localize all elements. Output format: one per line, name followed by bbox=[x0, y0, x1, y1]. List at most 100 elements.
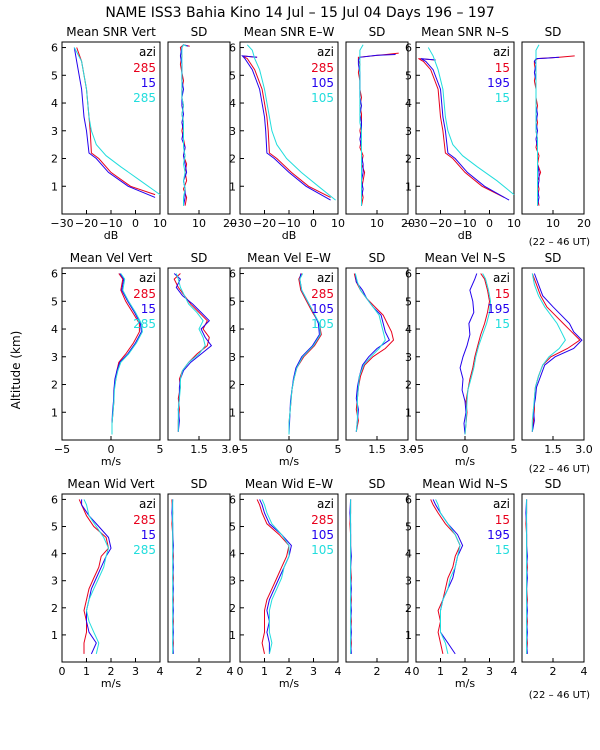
series-line-blue bbox=[241, 55, 331, 201]
legend-entry: 105 bbox=[311, 302, 334, 316]
y-tick-label: 2 bbox=[405, 602, 412, 615]
plot-frame bbox=[521, 493, 585, 663]
plot-frame bbox=[521, 41, 585, 215]
legend-header: azi bbox=[317, 271, 334, 285]
panel-title: SD bbox=[545, 477, 562, 491]
x-tick-label: −30 bbox=[228, 217, 251, 230]
x-tick-label: 1 bbox=[261, 665, 268, 678]
legend-entry: 105 bbox=[311, 91, 334, 105]
x-tick-label: 10 bbox=[153, 217, 167, 230]
x-tick-label: 10 bbox=[331, 217, 345, 230]
time-range-note-row1: (22 – 46 UT) bbox=[529, 237, 590, 248]
x-tick-label: 1.5 bbox=[190, 443, 208, 456]
series-line-red bbox=[430, 499, 461, 655]
y-tick-label: 2 bbox=[405, 153, 412, 166]
x-tick-label: 3.0 bbox=[575, 443, 593, 456]
x-axis-label: dB bbox=[458, 229, 473, 242]
series-line-blue bbox=[81, 499, 112, 655]
y-tick-label: 4 bbox=[405, 323, 412, 336]
y-tick-label: 3 bbox=[229, 351, 236, 364]
series-line-cyan bbox=[288, 273, 321, 435]
chart-panel-4: Mean SNR N–S 1 2 3 4 5 6 −30 −20 −10 0 10 dB azi 15195… bbox=[404, 25, 521, 242]
legend-entry: 15 bbox=[495, 543, 510, 557]
y-tick-label: 6 bbox=[229, 493, 236, 506]
series-line-blue bbox=[420, 58, 510, 201]
y-tick-label: 5 bbox=[51, 295, 58, 308]
y-tick-label: 5 bbox=[229, 295, 236, 308]
y-tick-label: 1 bbox=[51, 180, 58, 193]
chart-panel-3: SD 10 20 bbox=[345, 25, 415, 230]
x-axis-label: m/s bbox=[101, 677, 121, 690]
x-tick-label: 0 bbox=[462, 443, 469, 456]
x-tick-label: −10 bbox=[453, 217, 476, 230]
plot-frame bbox=[345, 41, 409, 215]
series-line-blue bbox=[357, 54, 396, 206]
x-tick-label: 1 bbox=[83, 665, 90, 678]
x-axis-label: m/s bbox=[279, 455, 299, 468]
y-tick-label: 5 bbox=[405, 295, 412, 308]
panel-title: Mean Vel N–S bbox=[425, 251, 506, 265]
y-tick-label: 5 bbox=[229, 69, 236, 82]
x-tick-label: −5 bbox=[232, 443, 248, 456]
x-tick-label: 2 bbox=[108, 665, 115, 678]
y-tick-label: 2 bbox=[229, 153, 236, 166]
legend-header: azi bbox=[139, 45, 156, 59]
x-tick-label: −30 bbox=[50, 217, 73, 230]
panel-title: SD bbox=[369, 25, 386, 39]
x-tick-label: 2 bbox=[462, 665, 469, 678]
series-line-red bbox=[533, 55, 575, 206]
legend-entry: 15 bbox=[141, 528, 156, 542]
x-tick-label: 1.5 bbox=[544, 443, 562, 456]
y-tick-label: 4 bbox=[229, 97, 236, 110]
legend-header: azi bbox=[317, 497, 334, 511]
x-axis-label: dB bbox=[104, 229, 119, 242]
x-tick-label: 0 bbox=[486, 217, 493, 230]
series-line-cyan bbox=[354, 273, 386, 432]
plot-frame bbox=[345, 493, 409, 663]
legend-entry: 195 bbox=[487, 76, 510, 90]
x-tick-label: 5 bbox=[511, 443, 518, 456]
y-tick-label: 4 bbox=[51, 323, 58, 336]
x-tick-label: 1 bbox=[437, 665, 444, 678]
legend-header: azi bbox=[493, 497, 510, 511]
y-tick-label: 2 bbox=[51, 153, 58, 166]
legend-entry: 15 bbox=[141, 76, 156, 90]
x-tick-label: 3 bbox=[486, 665, 493, 678]
x-tick-label: 10 bbox=[507, 217, 521, 230]
panel-title: SD bbox=[191, 25, 208, 39]
y-tick-label: 1 bbox=[229, 406, 236, 419]
legend-entry: 15 bbox=[495, 61, 510, 75]
legend-entry: 105 bbox=[311, 543, 334, 557]
y-tick-label: 6 bbox=[51, 493, 58, 506]
y-tick-label: 4 bbox=[51, 548, 58, 561]
legend-entry: 15 bbox=[495, 513, 510, 527]
x-tick-label: 0 bbox=[310, 217, 317, 230]
legend-entry: 285 bbox=[133, 91, 156, 105]
series-line-blue bbox=[459, 273, 478, 435]
y-tick-label: 5 bbox=[51, 69, 58, 82]
y-tick-label: 5 bbox=[405, 69, 412, 82]
x-tick-label: 2 bbox=[550, 665, 557, 678]
chart-panel-1: SD 10 20 bbox=[167, 25, 237, 230]
y-tick-label: 2 bbox=[405, 379, 412, 392]
legend-entry: 15 bbox=[495, 317, 510, 331]
time-range-note-row3: (22 – 46 UT) bbox=[529, 690, 590, 701]
series-line-cyan bbox=[535, 44, 540, 206]
legend-entry: 285 bbox=[133, 543, 156, 557]
y-tick-label: 3 bbox=[229, 125, 236, 138]
x-tick-label: −10 bbox=[277, 217, 300, 230]
x-tick-label: 0 bbox=[237, 665, 244, 678]
legend-entry: 285 bbox=[311, 513, 334, 527]
x-tick-label: 10 bbox=[192, 217, 206, 230]
panel-title: Mean SNR N–S bbox=[421, 25, 509, 39]
x-tick-label: 0 bbox=[132, 217, 139, 230]
y-tick-label: 4 bbox=[405, 548, 412, 561]
series-line-cyan bbox=[175, 273, 206, 432]
y-tick-label: 6 bbox=[229, 268, 236, 281]
panel-title: Mean Vel E–W bbox=[247, 251, 331, 265]
altitude-axis-label: Altitude (km) bbox=[9, 331, 23, 410]
x-tick-label: 5 bbox=[157, 443, 164, 456]
x-tick-label: 10 bbox=[370, 217, 384, 230]
